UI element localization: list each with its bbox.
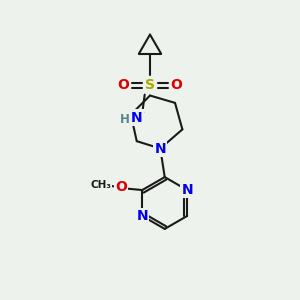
Text: CH₃: CH₃ <box>91 180 112 190</box>
Text: N: N <box>181 183 193 197</box>
Text: H: H <box>119 113 129 127</box>
Text: N: N <box>136 209 148 223</box>
Text: O: O <box>118 78 129 92</box>
Text: O: O <box>171 78 182 92</box>
Text: S: S <box>145 78 155 92</box>
Text: O: O <box>115 180 127 194</box>
Text: N: N <box>131 111 142 124</box>
Text: N: N <box>154 142 166 155</box>
